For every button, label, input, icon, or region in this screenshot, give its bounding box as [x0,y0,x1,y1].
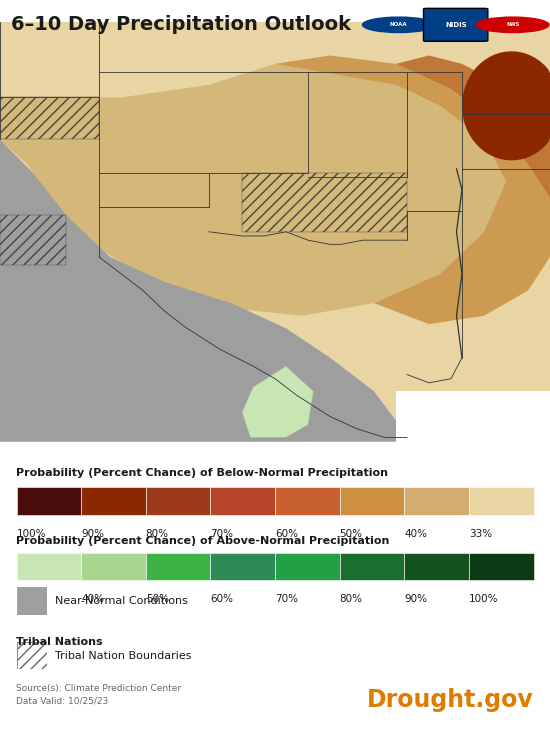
Text: 80%: 80% [146,529,169,539]
Text: Drought.gov: Drought.gov [367,688,534,712]
Text: 33%: 33% [469,529,492,539]
FancyBboxPatch shape [424,8,488,42]
Text: 70%: 70% [275,594,298,604]
Text: Probability (Percent Chance) of Above-Normal Precipitation: Probability (Percent Chance) of Above-No… [16,536,390,546]
Bar [340,553,404,580]
Text: 80%: 80% [340,594,362,604]
Text: 90%: 90% [81,529,104,539]
Text: Probability (Percent Chance) of Below-Normal Precipitation: Probability (Percent Chance) of Below-No… [16,468,388,478]
Bar [404,487,469,515]
Text: 100%: 100% [469,594,498,604]
Text: 60%: 60% [210,594,233,604]
Text: Data Valid: 10/25/23: Data Valid: 10/25/23 [16,696,109,705]
Text: NOAA: NOAA [390,23,408,27]
Text: 70%: 70% [210,529,233,539]
Polygon shape [308,399,550,442]
Polygon shape [275,55,550,324]
Text: Near-Normal Conditions: Near-Normal Conditions [55,596,188,606]
Text: 50%: 50% [146,594,169,604]
Bar [146,553,210,580]
Polygon shape [462,51,550,161]
Text: 50%: 50% [340,529,362,539]
Bar [469,487,534,515]
Text: 40%: 40% [81,594,104,604]
Text: 40%: 40% [404,529,427,539]
Bar [469,553,534,580]
Bar [81,487,146,515]
Bar [210,553,275,580]
Text: 100%: 100% [16,529,46,539]
Bar [275,553,340,580]
Text: Source(s): Climate Prediction Center: Source(s): Climate Prediction Center [16,684,182,693]
Bar [16,553,81,580]
Polygon shape [396,391,550,442]
Bar [210,487,275,515]
Text: NIDIS: NIDIS [446,22,468,28]
Text: 90%: 90% [404,594,427,604]
Bar [146,487,210,515]
Bar [275,487,340,515]
Polygon shape [0,139,396,442]
Text: 60%: 60% [275,529,298,539]
Text: NWS: NWS [506,23,519,27]
Text: 33%: 33% [16,594,40,604]
Text: Tribal Nations: Tribal Nations [16,637,103,647]
Bar [404,553,469,580]
Bar [340,487,404,515]
Polygon shape [396,55,550,198]
Polygon shape [0,64,506,315]
Bar [81,553,146,580]
Polygon shape [242,366,314,437]
Circle shape [476,17,549,33]
Text: 6–10 Day Precipitation Outlook: 6–10 Day Precipitation Outlook [11,15,351,34]
Polygon shape [0,22,550,442]
Bar [16,487,81,515]
Text: Tribal Nation Boundaries: Tribal Nation Boundaries [55,650,191,661]
Circle shape [362,17,435,33]
